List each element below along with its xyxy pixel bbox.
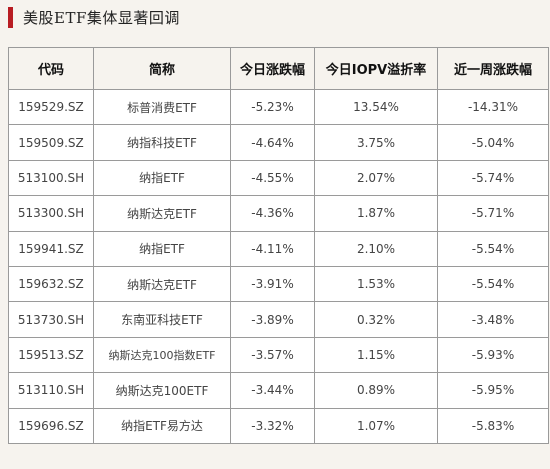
cell-name: 纳指ETF bbox=[93, 159, 231, 197]
cell-code: 159529.SZ bbox=[8, 88, 94, 126]
cell-code: 513110.SH bbox=[8, 372, 94, 409]
cell-code: 159941.SZ bbox=[8, 230, 94, 267]
cell-name: 东南亚科技ETF bbox=[93, 301, 231, 338]
cell-change-week: -5.74% bbox=[437, 159, 549, 197]
cell-code: 159513.SZ bbox=[8, 336, 94, 374]
table-row: 159513.SZ 纳斯达克100指数ETF -3.57% 1.15% -5.9… bbox=[8, 336, 549, 374]
cell-change-today: -3.44% bbox=[230, 372, 315, 409]
cell-change-week: -3.48% bbox=[437, 301, 549, 338]
cell-change-week: -14.31% bbox=[437, 88, 549, 126]
header-change-today: 今日涨跌幅 bbox=[230, 47, 315, 90]
cell-iopv-premium: 2.10% bbox=[314, 230, 438, 267]
cell-iopv-premium: 13.54% bbox=[314, 88, 438, 126]
table-row: 159529.SZ 标普消费ETF -5.23% 13.54% -14.31% bbox=[8, 88, 549, 126]
cell-iopv-premium: 0.89% bbox=[314, 372, 438, 409]
cell-change-week: -5.71% bbox=[437, 195, 549, 232]
cell-iopv-premium: 1.15% bbox=[314, 336, 438, 374]
header-change-week: 近一周涨跌幅 bbox=[437, 47, 549, 90]
header-iopv-premium: 今日IOPV溢折率 bbox=[314, 47, 438, 90]
cell-name: 纳指ETF易方达 bbox=[93, 407, 231, 444]
cell-iopv-premium: 3.75% bbox=[314, 124, 438, 161]
table-row: 513730.SH 东南亚科技ETF -3.89% 0.32% -3.48% bbox=[8, 301, 549, 338]
cell-iopv-premium: 0.32% bbox=[314, 301, 438, 338]
cell-change-today: -4.36% bbox=[230, 195, 315, 232]
title-bar: 美股ETF集体显著回调 bbox=[8, 6, 180, 28]
etf-table: 代码 简称 今日涨跌幅 今日IOPV溢折率 近一周涨跌幅 159529.SZ 标… bbox=[8, 47, 549, 444]
page-title: 美股ETF集体显著回调 bbox=[23, 8, 180, 27]
cell-iopv-premium: 2.07% bbox=[314, 159, 438, 197]
cell-change-week: -5.83% bbox=[437, 407, 549, 444]
cell-name: 纳斯达克ETF bbox=[93, 195, 231, 232]
cell-change-week: -5.54% bbox=[437, 265, 549, 303]
cell-change-today: -3.91% bbox=[230, 265, 315, 303]
cell-name: 纳斯达克ETF bbox=[93, 265, 231, 303]
cell-change-today: -4.64% bbox=[230, 124, 315, 161]
cell-iopv-premium: 1.07% bbox=[314, 407, 438, 444]
table-row: 159696.SZ 纳指ETF易方达 -3.32% 1.07% -5.83% bbox=[8, 407, 549, 444]
table-row: 513110.SH 纳斯达克100ETF -3.44% 0.89% -5.95% bbox=[8, 372, 549, 409]
table-row: 513300.SH 纳斯达克ETF -4.36% 1.87% -5.71% bbox=[8, 195, 549, 232]
header-name: 简称 bbox=[93, 47, 231, 90]
cell-name: 纳指ETF bbox=[93, 230, 231, 267]
cell-change-today: -3.32% bbox=[230, 407, 315, 444]
etf-table-container: 代码 简称 今日涨跌幅 今日IOPV溢折率 近一周涨跌幅 159529.SZ 标… bbox=[8, 47, 549, 444]
table-row: 513100.SH 纳指ETF -4.55% 2.07% -5.74% bbox=[8, 159, 549, 197]
title-accent-bar bbox=[8, 6, 13, 28]
cell-change-week: -5.93% bbox=[437, 336, 549, 374]
cell-change-week: -5.54% bbox=[437, 230, 549, 267]
table-row: 159509.SZ 纳指科技ETF -4.64% 3.75% -5.04% bbox=[8, 124, 549, 161]
cell-code: 513100.SH bbox=[8, 159, 94, 197]
cell-name: 纳斯达克100ETF bbox=[93, 372, 231, 409]
cell-change-week: -5.95% bbox=[437, 372, 549, 409]
cell-name: 纳斯达克100指数ETF bbox=[93, 336, 231, 374]
cell-change-today: -4.11% bbox=[230, 230, 315, 267]
table-row: 159632.SZ 纳斯达克ETF -3.91% 1.53% -5.54% bbox=[8, 265, 549, 303]
cell-iopv-premium: 1.87% bbox=[314, 195, 438, 232]
cell-name: 纳指科技ETF bbox=[93, 124, 231, 161]
cell-code: 159632.SZ bbox=[8, 265, 94, 303]
cell-change-today: -3.57% bbox=[230, 336, 315, 374]
cell-iopv-premium: 1.53% bbox=[314, 265, 438, 303]
cell-code: 513730.SH bbox=[8, 301, 94, 338]
header-code: 代码 bbox=[8, 47, 94, 90]
table-header-row: 代码 简称 今日涨跌幅 今日IOPV溢折率 近一周涨跌幅 bbox=[8, 47, 549, 90]
cell-change-today: -5.23% bbox=[230, 88, 315, 126]
table-row: 159941.SZ 纳指ETF -4.11% 2.10% -5.54% bbox=[8, 230, 549, 267]
cell-change-week: -5.04% bbox=[437, 124, 549, 161]
cell-change-today: -3.89% bbox=[230, 301, 315, 338]
cell-code: 513300.SH bbox=[8, 195, 94, 232]
cell-name: 标普消费ETF bbox=[93, 88, 231, 126]
cell-code: 159696.SZ bbox=[8, 407, 94, 444]
cell-change-today: -4.55% bbox=[230, 159, 315, 197]
cell-code: 159509.SZ bbox=[8, 124, 94, 161]
